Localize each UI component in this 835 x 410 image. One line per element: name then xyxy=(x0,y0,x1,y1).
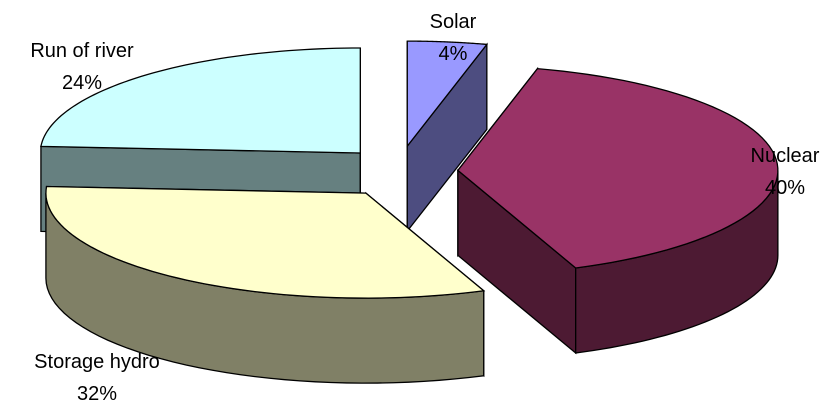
slice-percent-label: 24% xyxy=(62,72,102,94)
slice-top xyxy=(45,185,486,299)
slice-storage-hydro xyxy=(45,185,486,384)
slice-label: Solar xyxy=(430,11,477,33)
slice-label: Run of river xyxy=(30,40,134,62)
slice-solar xyxy=(406,40,489,233)
slice-label: Nuclear xyxy=(751,145,820,167)
slice-top xyxy=(406,40,489,148)
slice-percent-label: 4% xyxy=(439,43,468,65)
slice-top xyxy=(456,67,779,269)
slice-top xyxy=(40,47,361,154)
slice-nuclear xyxy=(456,66,779,355)
slice-label: Storage hydro xyxy=(34,351,160,373)
slice-percent-label: 32% xyxy=(77,383,117,405)
slice-percent-label: 40% xyxy=(765,177,805,199)
